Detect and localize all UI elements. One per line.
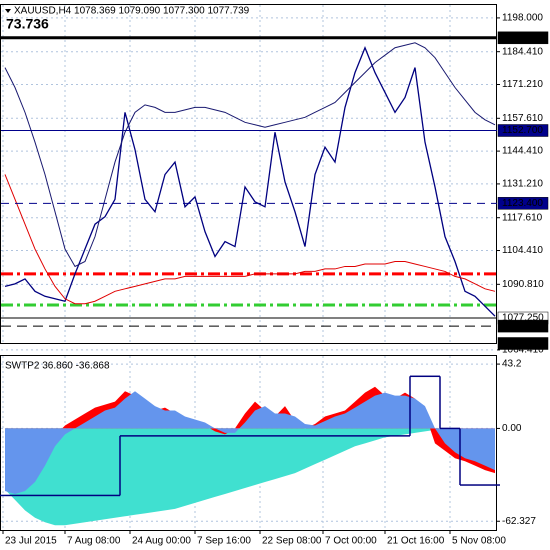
main-panel — [0, 4, 497, 344]
y-tick-label: 1104.410 — [502, 245, 543, 256]
oscillator-area — [5, 391, 495, 494]
x-tick-label: 21 Oct 16:00 — [387, 536, 445, 547]
y-tick-label: 1090.810 — [502, 279, 544, 290]
y-tick-label: 43.2 — [502, 359, 522, 370]
level-label-box — [497, 337, 549, 350]
level-label: 1123.400 — [502, 198, 543, 209]
y-tick-label: 1157.610 — [502, 113, 543, 124]
level-label: 1067.000 — [502, 338, 544, 349]
y-tick-label: -62.327 — [502, 516, 536, 527]
y-tick-label: 1198.000 — [502, 13, 543, 24]
y-tick-label: 1144.410 — [502, 146, 543, 157]
indicator-line — [4, 174, 496, 305]
price-line — [4, 46, 496, 317]
y-tick-label: 1064.410 — [502, 345, 544, 356]
level-label: 1074.000 — [502, 321, 544, 332]
level-label: 1152.700 — [502, 125, 543, 136]
x-tick-label: 7 Aug 08:00 — [67, 536, 121, 547]
x-tick-label: 5 Nov 08:00 — [452, 536, 506, 547]
level-label-box — [497, 31, 549, 45]
y-tick-label: 1117.610 — [502, 212, 543, 223]
y-tick-label: 1184.410 — [502, 46, 543, 57]
y-tick-label: 1171.210 — [502, 79, 543, 90]
oscillator-area — [5, 428, 495, 526]
x-tick-label: 7 Oct 00:00 — [325, 536, 377, 547]
level-label-box — [497, 124, 549, 137]
level-label: 1190.000 — [502, 32, 543, 43]
x-tick-label: 24 Aug 00:00 — [132, 536, 191, 547]
menu-arrow — [5, 9, 11, 13]
indicator-line — [4, 42, 496, 268]
chart-title: XAUUSD,H4 1078.369 1079.090 1077.300 107… — [14, 6, 250, 17]
level-label-box — [497, 319, 549, 333]
x-tick-label: 22 Sep 08:00 — [262, 536, 322, 547]
x-tick-label: 23 Jul 2015 — [5, 536, 57, 547]
level-label-box — [497, 197, 549, 210]
level-label: 1077.250 — [502, 313, 544, 324]
indicator-title: SWTP2 36.860 -36.868 — [5, 361, 110, 372]
chart-subtitle: 73.736 — [6, 16, 49, 32]
y-tick-label: 1131.210 — [502, 179, 543, 190]
y-tick-label: 0.00 — [502, 423, 522, 434]
x-tick-label: 7 Sep 16:00 — [197, 536, 251, 547]
